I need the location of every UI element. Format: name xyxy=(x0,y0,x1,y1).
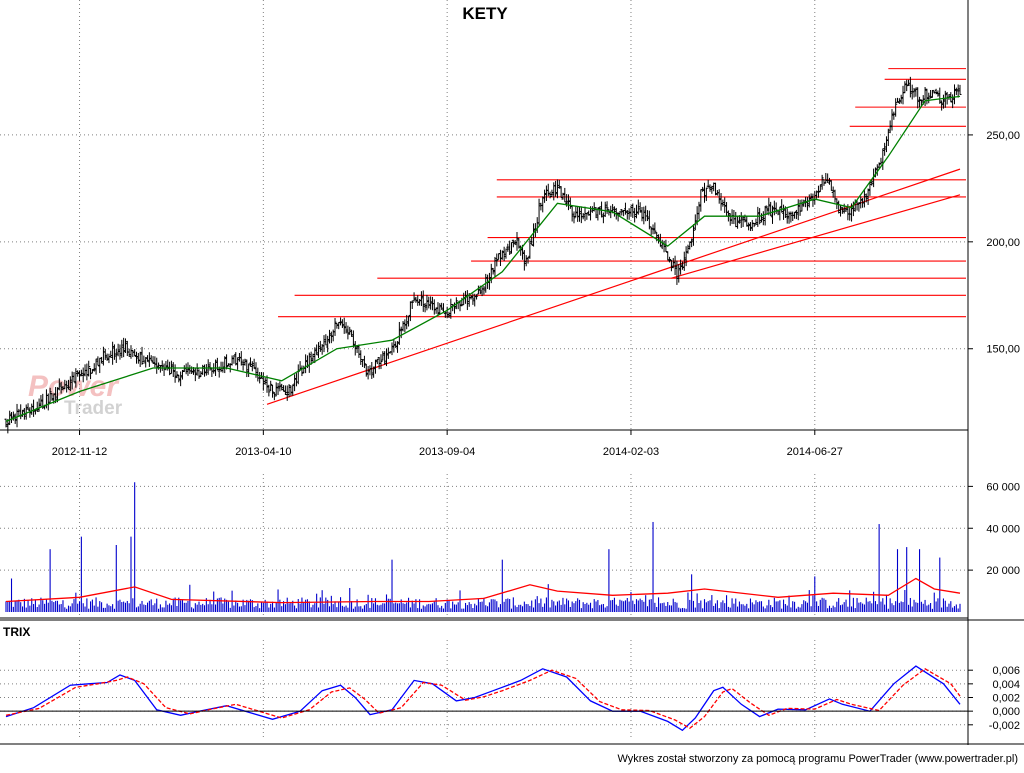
trix-signal-line xyxy=(5,668,961,729)
trendline xyxy=(671,194,961,279)
price-y-tick-label: 250,00 xyxy=(986,130,1020,142)
moving-average-line xyxy=(5,95,961,423)
trix-y-tick-label: 0,004 xyxy=(992,679,1020,691)
watermark: Power Trader xyxy=(28,370,123,419)
label-layer: 2012-11-12 2013-04-10 2013-09-04 2014-02-03… xyxy=(52,130,1020,732)
watermark-trader: Trader xyxy=(64,398,123,419)
price-layer xyxy=(4,68,966,434)
volume-y-tick-label: 60 000 xyxy=(986,481,1020,493)
trix-y-tick-label: 0,006 xyxy=(992,665,1020,677)
trix-panel-title: TRIX xyxy=(3,625,30,639)
trix-y-tick-label: 0,002 xyxy=(992,693,1020,705)
x-tick-label: 2012-11-12 xyxy=(52,446,107,458)
trix-y-tick-label: -0,002 xyxy=(989,720,1020,732)
trix-y-tick-label: 0,000 xyxy=(992,706,1020,718)
volume-average-line xyxy=(5,577,961,604)
price-y-tick-label: 150,00 xyxy=(986,344,1020,356)
volume-layer xyxy=(5,482,961,612)
chart-title: KETY xyxy=(462,4,508,23)
x-tick-label: 2013-09-04 xyxy=(419,446,475,458)
x-tick-label: 2014-06-27 xyxy=(787,446,843,458)
x-tick-label: 2014-02-03 xyxy=(603,446,659,458)
x-tick-label: 2013-04-10 xyxy=(235,446,291,458)
price-y-tick-label: 200,00 xyxy=(986,237,1020,249)
trix-layer xyxy=(5,665,961,732)
footer-credit: Wykres został stworzony za pomocą progra… xyxy=(617,753,1018,765)
volume-y-tick-label: 40 000 xyxy=(986,523,1020,535)
trix-line xyxy=(5,665,961,732)
volume-y-tick-label: 20 000 xyxy=(986,565,1020,577)
grid-layer xyxy=(0,0,968,739)
frame-layer xyxy=(0,0,1024,745)
